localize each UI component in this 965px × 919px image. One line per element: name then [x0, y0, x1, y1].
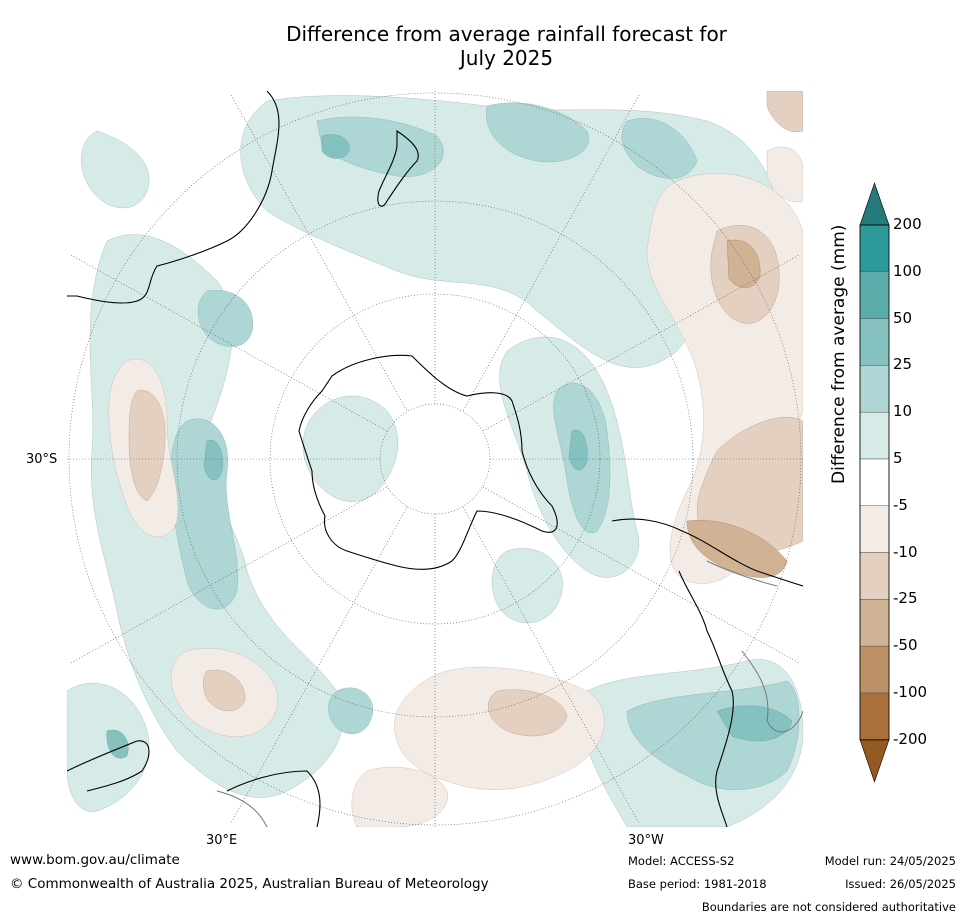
lat-label-30s: 30°S [26, 452, 58, 467]
colorbar-tick-label: -25 [893, 589, 918, 608]
colorbar-segment [859, 552, 890, 600]
graticule [67, 91, 803, 827]
base-period-text: Base period: 1981-2018 [628, 877, 767, 891]
website-text: www.bom.gov.au/climate [10, 852, 180, 868]
colorbar-extend-bottom [859, 739, 890, 783]
colorbar-title: Difference from average (mm) [829, 224, 849, 484]
colorbar-tick-label: -100 [893, 683, 928, 701]
copyright-text: © Commonwealth of Australia 2025, Austra… [10, 876, 489, 892]
lon-label-30w: 30°W [628, 833, 664, 848]
australia-coast [67, 91, 280, 304]
anomaly-medium-teal [170, 102, 800, 790]
colorbar-segment [859, 411, 890, 460]
title-line-1: Difference from average rainfall forecas… [286, 22, 727, 46]
colorbar-segment [859, 458, 890, 507]
colorbar-segment [859, 318, 890, 366]
colorbar-tick-label: 10 [893, 402, 913, 421]
africa-coast [67, 740, 321, 827]
chart-title: Difference from average rainfall forecas… [0, 22, 965, 70]
rainfall-map [67, 91, 803, 827]
colorbar-tick-label: 100 [893, 261, 922, 280]
new-zealand-coast [377, 129, 419, 207]
disclaimer-text: Boundaries are not considered authoritat… [701, 900, 956, 914]
colorbar-extend-top [859, 182, 890, 226]
colorbar-segment [859, 692, 890, 741]
title-line-2: July 2025 [459, 46, 554, 70]
colorbar-tick-label: 25 [893, 355, 913, 374]
issued-text: Issued: 26/05/2025 [845, 877, 956, 891]
colorbar [859, 182, 890, 783]
colorbar-segment [859, 645, 890, 694]
colorbar-segment [859, 224, 890, 273]
colorbar-tick-label: -200 [893, 729, 928, 748]
model-run-text: Model run: 24/05/2025 [824, 854, 956, 868]
colorbar-frame [859, 224, 890, 741]
south-america-coast [611, 518, 803, 827]
colorbar-segment [859, 599, 890, 647]
colorbar-tick-label: -50 [893, 636, 918, 655]
colorbar-tick-label: 50 [893, 308, 913, 327]
colorbar-tick-label: -5 [893, 495, 908, 514]
model-text: Model: ACCESS-S2 [628, 854, 735, 868]
country-borders [216, 560, 803, 827]
lon-label-30e: 30°E [206, 833, 238, 848]
colorbar-tick-label: 5 [893, 449, 903, 467]
colorbar-segment [859, 505, 890, 553]
antarctica-coast [298, 354, 558, 570]
colorbar-segment [859, 271, 890, 319]
colorbar-tick-label: -10 [893, 542, 918, 561]
colorbar-tick-label: 200 [893, 215, 922, 233]
colorbar-segment [859, 365, 890, 413]
coastlines [67, 91, 803, 827]
